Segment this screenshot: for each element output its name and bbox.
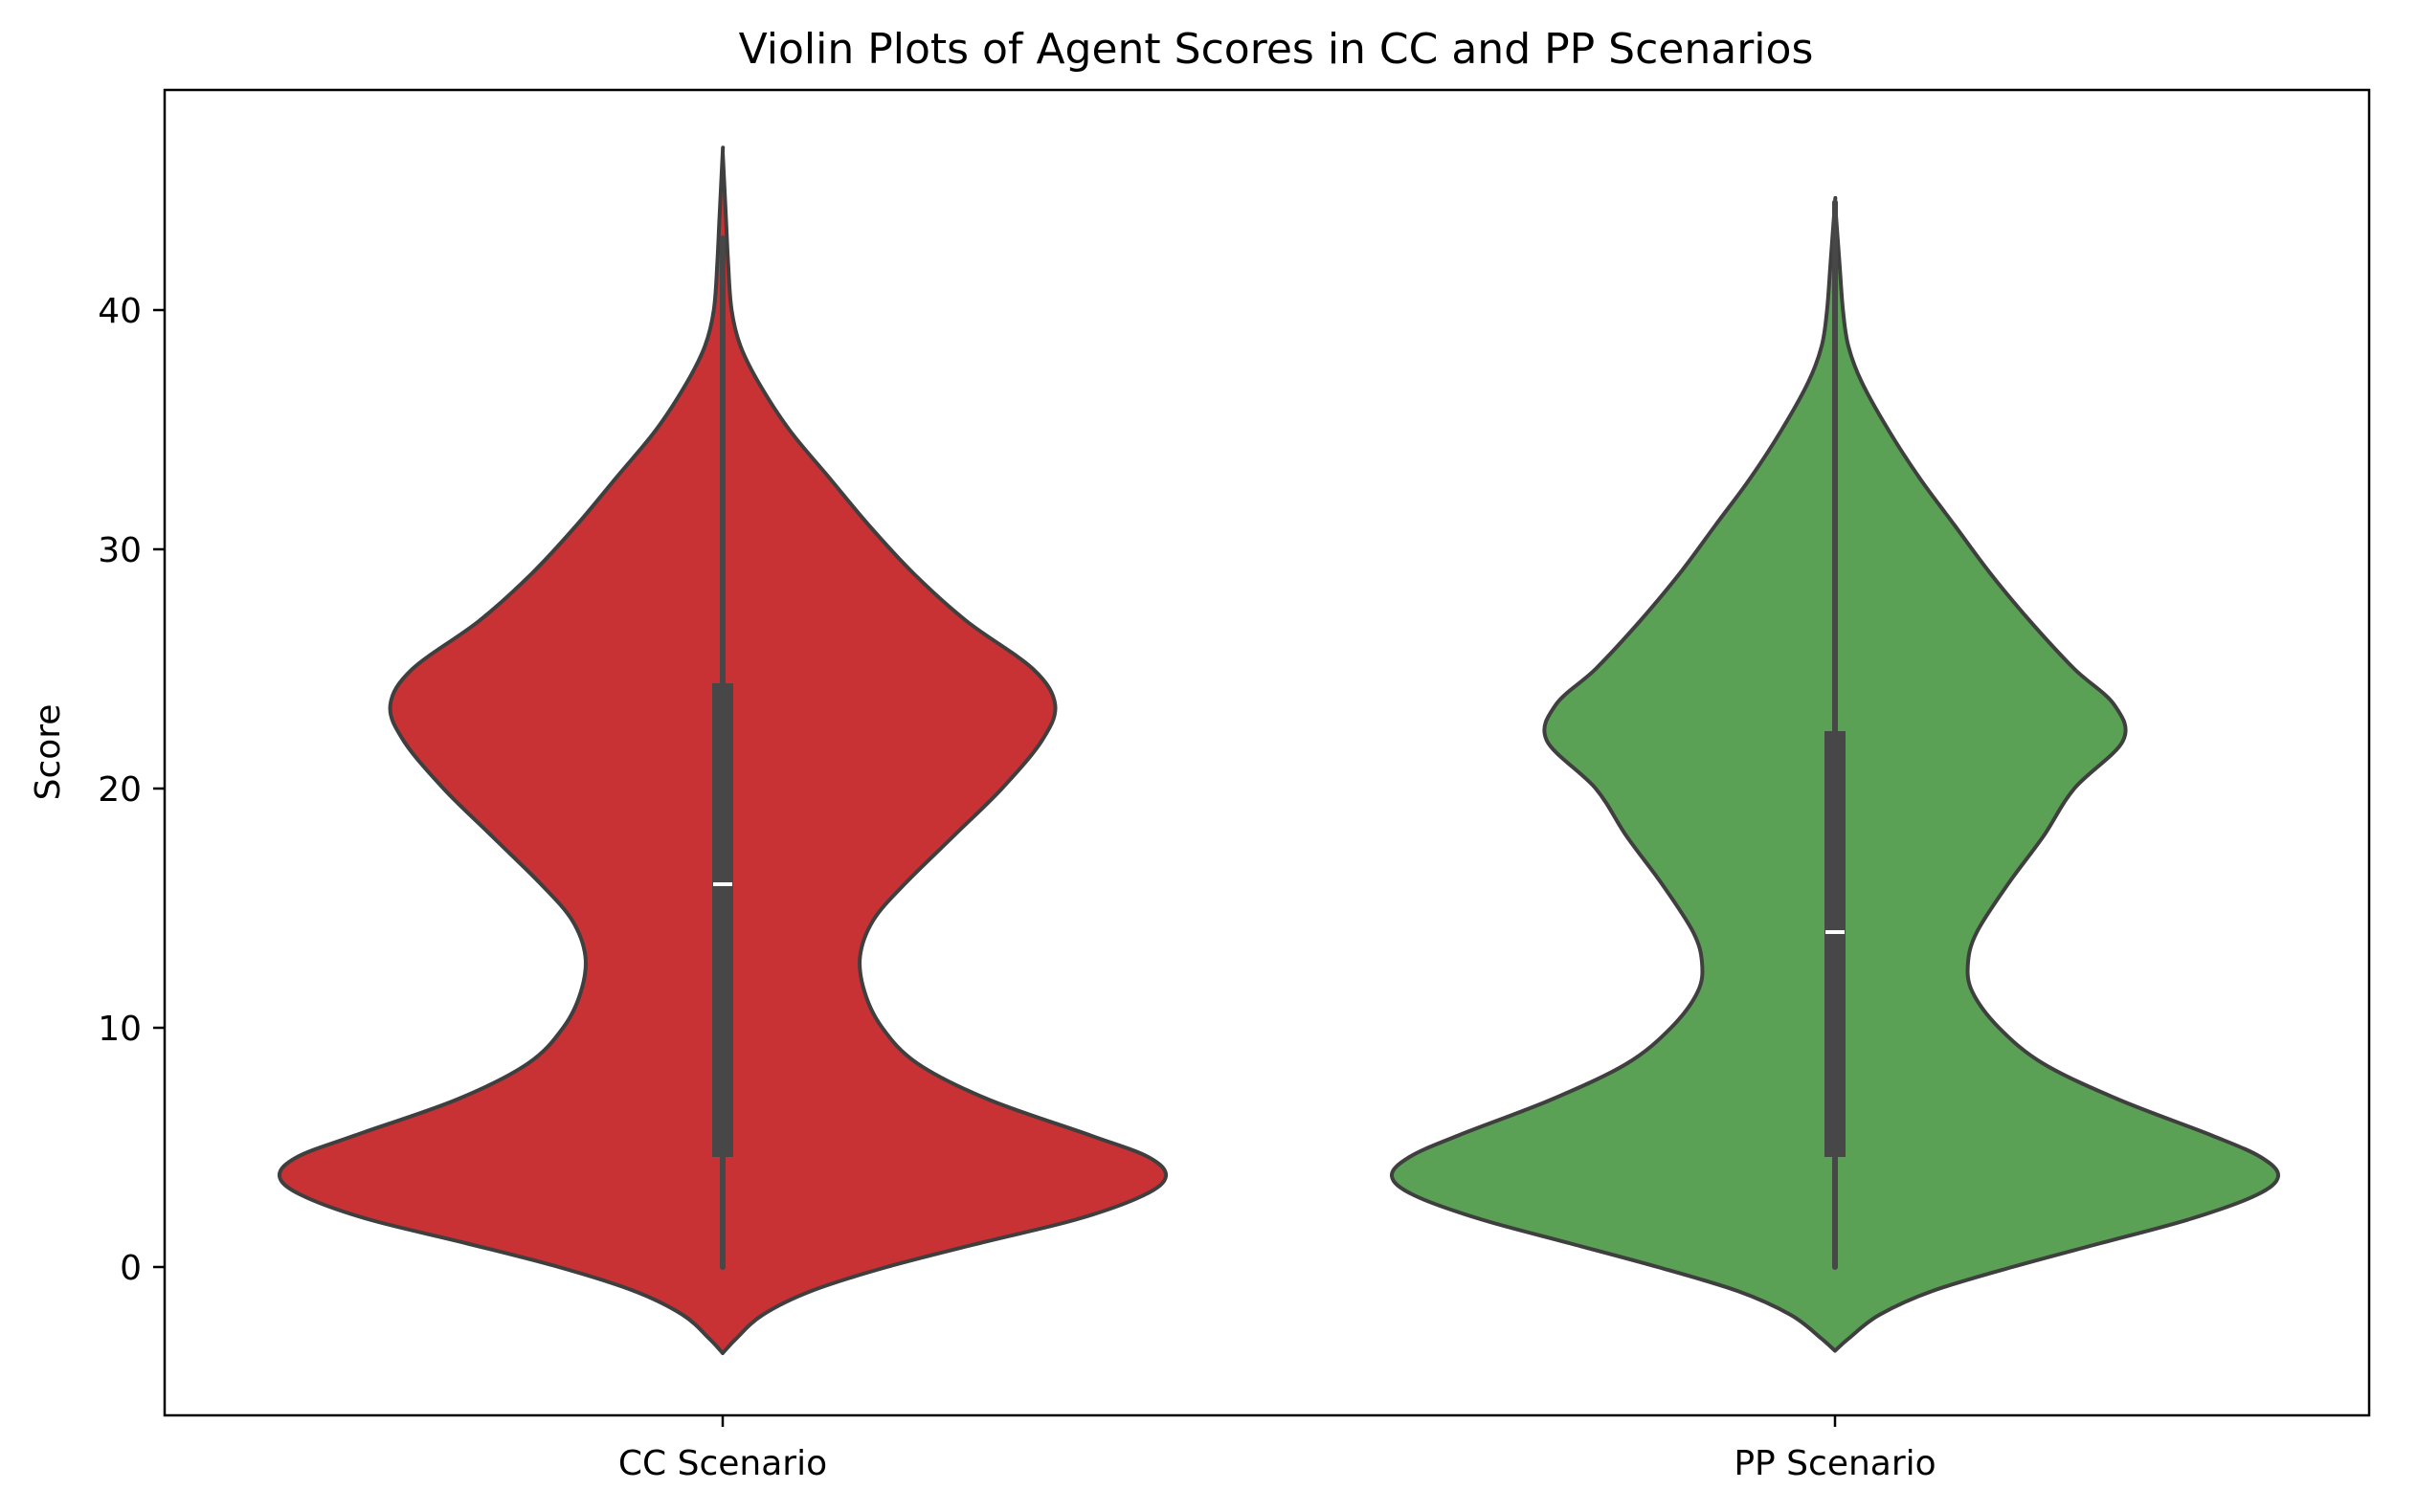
x-tick-label-1: PP Scenario	[1734, 1444, 1936, 1483]
y-axis: 0 10 20 30 40	[98, 292, 165, 1288]
x-axis: CC Scenario PP Scenario	[618, 1415, 1936, 1483]
y-tick-label-10: 10	[98, 1010, 142, 1049]
y-axis-label: Score	[29, 704, 68, 801]
violins-layer	[277, 145, 2281, 1355]
y-tick-label-30: 30	[98, 531, 142, 570]
iqr-box-0	[712, 683, 733, 1157]
y-tick-label-0: 0	[120, 1249, 142, 1288]
y-tick-label-40: 40	[98, 292, 142, 331]
plot-frame	[163, 88, 2371, 1417]
y-tick-label-20: 20	[98, 770, 142, 810]
boxes-layer	[712, 199, 1846, 1270]
x-tick-label-0: CC Scenario	[618, 1444, 827, 1483]
chart-title: Violin Plots of Agent Scores in CC and P…	[739, 25, 1814, 74]
iqr-box-1	[1824, 731, 1846, 1157]
